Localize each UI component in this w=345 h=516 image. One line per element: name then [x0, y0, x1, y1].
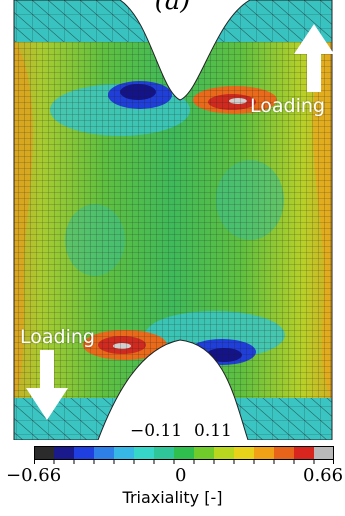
colorbar-border [34, 446, 334, 460]
colorbar-segment [234, 446, 255, 460]
colorbar-max-label: 0.66 [303, 465, 344, 486]
loading-arrow-up-icon [294, 24, 334, 92]
loading-label-bottom: Loading [20, 326, 95, 348]
colorbar-tick-mid-pos: 0.11 [194, 421, 232, 441]
colorbar-zero-label: 0 [175, 465, 187, 486]
colorbar-segment [34, 446, 55, 460]
colorbar-segment [134, 446, 155, 460]
loading-label-top: Loading [250, 95, 325, 117]
colorbar-segment [74, 446, 95, 460]
colorbar-segment [214, 446, 235, 460]
colorbar-segment [314, 446, 334, 460]
colorbar-segment [254, 446, 275, 460]
panel-label: (a) [154, 0, 191, 16]
colorbar-segment [274, 446, 295, 460]
colorbar [34, 446, 334, 464]
colorbar-segment [114, 446, 135, 460]
colorbar-segment [294, 446, 315, 460]
colorbar-min-label: −0.66 [6, 465, 62, 486]
fe-mesh-specimen [13, 0, 334, 440]
colorbar-segment [94, 446, 115, 460]
colorbar-title: Triaxiality [-] [122, 488, 223, 507]
loading-arrow-down-icon [26, 350, 68, 420]
colorbar-tick-mid-neg: −0.11 [130, 421, 183, 441]
colorbar-segment [174, 446, 195, 460]
colorbar-segment [194, 446, 215, 460]
colorbar-segment [54, 446, 75, 460]
colorbar-segment [154, 446, 175, 460]
